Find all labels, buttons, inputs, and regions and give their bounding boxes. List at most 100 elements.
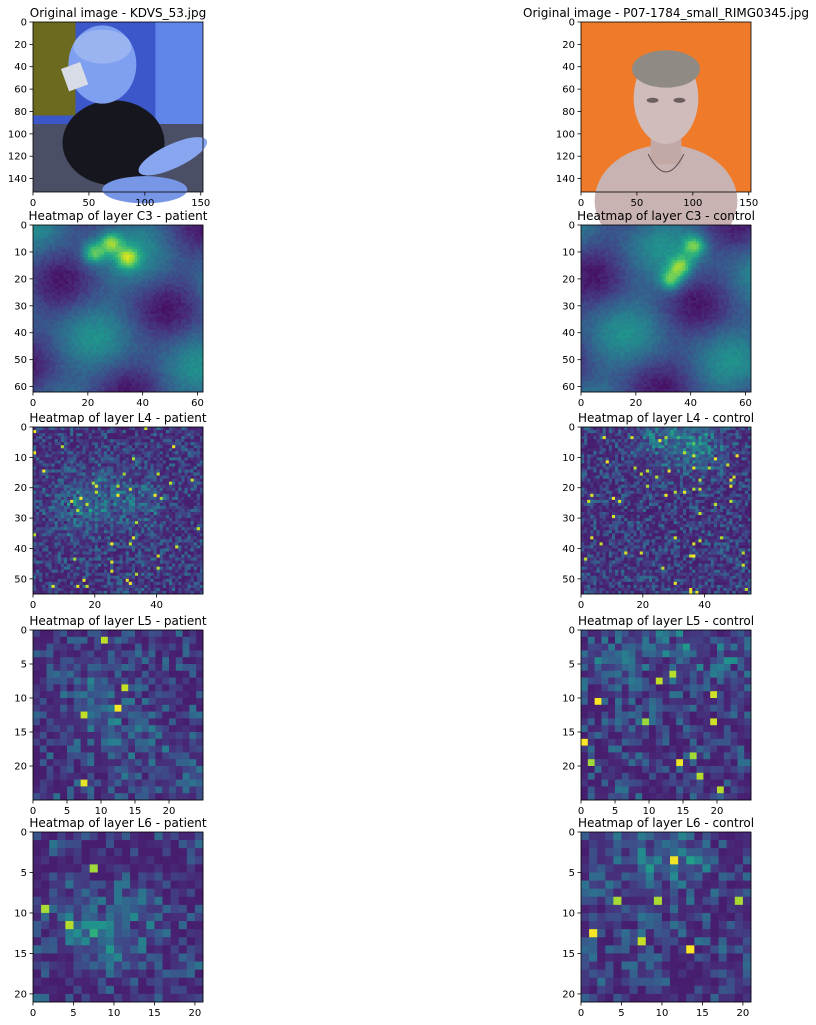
heatmap-cell: [93, 365, 97, 369]
heatmap-cell: [68, 300, 72, 304]
heatmap-cell: [90, 370, 94, 374]
heatmap-cell: [87, 335, 91, 339]
heatmap-cell: [745, 257, 749, 261]
heatmap-cell: [186, 338, 190, 342]
heatmap-cell: [115, 254, 119, 258]
heatmap-cell: [616, 268, 620, 272]
heatmap-cell: [696, 233, 700, 237]
heatmap-cell: [663, 249, 667, 253]
heatmap-cell: [192, 348, 196, 352]
heatmap-cell: [109, 381, 113, 385]
heatmap-cell: [150, 354, 154, 358]
heatmap-cell: [74, 241, 78, 245]
heatmap-cell: [192, 311, 196, 315]
heatmap-cell: [189, 303, 193, 307]
heatmap-cell: [43, 227, 48, 231]
heatmap-cell: [76, 238, 80, 242]
heatmap-cell: [49, 378, 53, 382]
heatmap-cell: [43, 351, 48, 355]
heatmap-cell: [164, 235, 168, 239]
heatmap-cell: [35, 257, 39, 261]
heatmap-cell: [98, 383, 102, 387]
heatmap-cell: [85, 373, 89, 377]
heatmap-cell: [79, 330, 83, 334]
heatmap-cell: [96, 249, 100, 253]
heatmap-cell: [107, 305, 111, 309]
heatmap-cell: [76, 335, 80, 339]
heatmap-cell: [33, 324, 37, 328]
heatmap-cell: [170, 381, 174, 385]
heatmap-cell: [65, 332, 69, 336]
heatmap-cell: [85, 335, 89, 339]
heatmap-cell: [674, 251, 678, 255]
heatmap-cell: [101, 270, 105, 274]
heatmap-cell: [76, 319, 80, 323]
heatmap-cell: [120, 284, 124, 288]
heatmap-cell: [43, 251, 48, 255]
heatmap-cell: [131, 321, 135, 326]
heatmap-cell: [142, 338, 146, 342]
heatmap-cell: [605, 260, 609, 264]
heatmap-cell: [71, 305, 75, 309]
heatmap-cell: [90, 367, 94, 371]
heatmap-cell: [200, 238, 204, 242]
heatmap-cell: [649, 246, 653, 250]
heatmap-cell: [63, 335, 67, 339]
heatmap-cell: [175, 268, 179, 272]
heatmap-cell: [101, 235, 105, 239]
heatmap-cell: [46, 251, 50, 255]
heatmap-cell: [85, 254, 89, 258]
heatmap-cell: [90, 321, 94, 326]
heatmap-cell: [586, 235, 590, 239]
heatmap-cell: [181, 230, 185, 234]
heatmap-cell: [183, 289, 187, 293]
heatmap-cell: [33, 313, 37, 317]
heatmap-cell: [63, 324, 67, 328]
heatmap-cell: [49, 311, 53, 315]
heatmap-cell: [76, 262, 80, 266]
heatmap-cell: [65, 257, 69, 261]
heatmap-cell: [71, 348, 75, 352]
heatmap-cell: [41, 375, 45, 379]
heatmap-cell: [90, 359, 94, 363]
heatmap-cell: [38, 235, 42, 239]
heatmap-cell: [633, 238, 637, 242]
heatmap-cell: [137, 300, 141, 304]
heatmap-cell: [745, 225, 749, 229]
heatmap-cell: [605, 262, 609, 266]
heatmap-cell: [63, 375, 67, 379]
heatmap-cell: [682, 243, 686, 247]
heatmap-cell: [740, 257, 744, 261]
heatmap-cell: [109, 389, 113, 393]
heatmap-cell: [131, 227, 135, 231]
heatmap-cell: [720, 254, 724, 258]
heatmap-cell: [586, 238, 590, 242]
heatmap-cell: [134, 305, 138, 309]
heatmap-cell: [172, 303, 176, 307]
heatmap-cell: [150, 313, 154, 317]
y-tick-label: 50: [14, 355, 27, 366]
heatmap-cell: [123, 257, 127, 261]
heatmap-cell: [96, 311, 100, 315]
heatmap-cell: [655, 246, 659, 250]
heatmap-cell: [90, 381, 94, 385]
heatmap-cell: [172, 378, 176, 382]
photo-arm: [138, 137, 208, 176]
heatmap-cell: [183, 359, 187, 363]
heatmap-cell: [693, 260, 697, 264]
heatmap-cell: [745, 265, 749, 269]
heatmap-cell: [142, 246, 146, 250]
heatmap-cell: [597, 251, 601, 255]
heatmap-cell: [701, 233, 705, 237]
heatmap-cell: [192, 321, 196, 326]
heatmap-cell: [682, 230, 686, 234]
heatmap-cell: [98, 375, 102, 379]
heatmap-cell: [597, 268, 601, 272]
heatmap-cell: [109, 340, 113, 344]
heatmap-cell: [630, 265, 634, 269]
heatmap-cell: [624, 251, 628, 255]
heatmap-cell: [123, 319, 127, 323]
heatmap-cell: [71, 257, 75, 261]
heatmap-cell: [74, 373, 78, 377]
heatmap-cell: [161, 365, 165, 369]
